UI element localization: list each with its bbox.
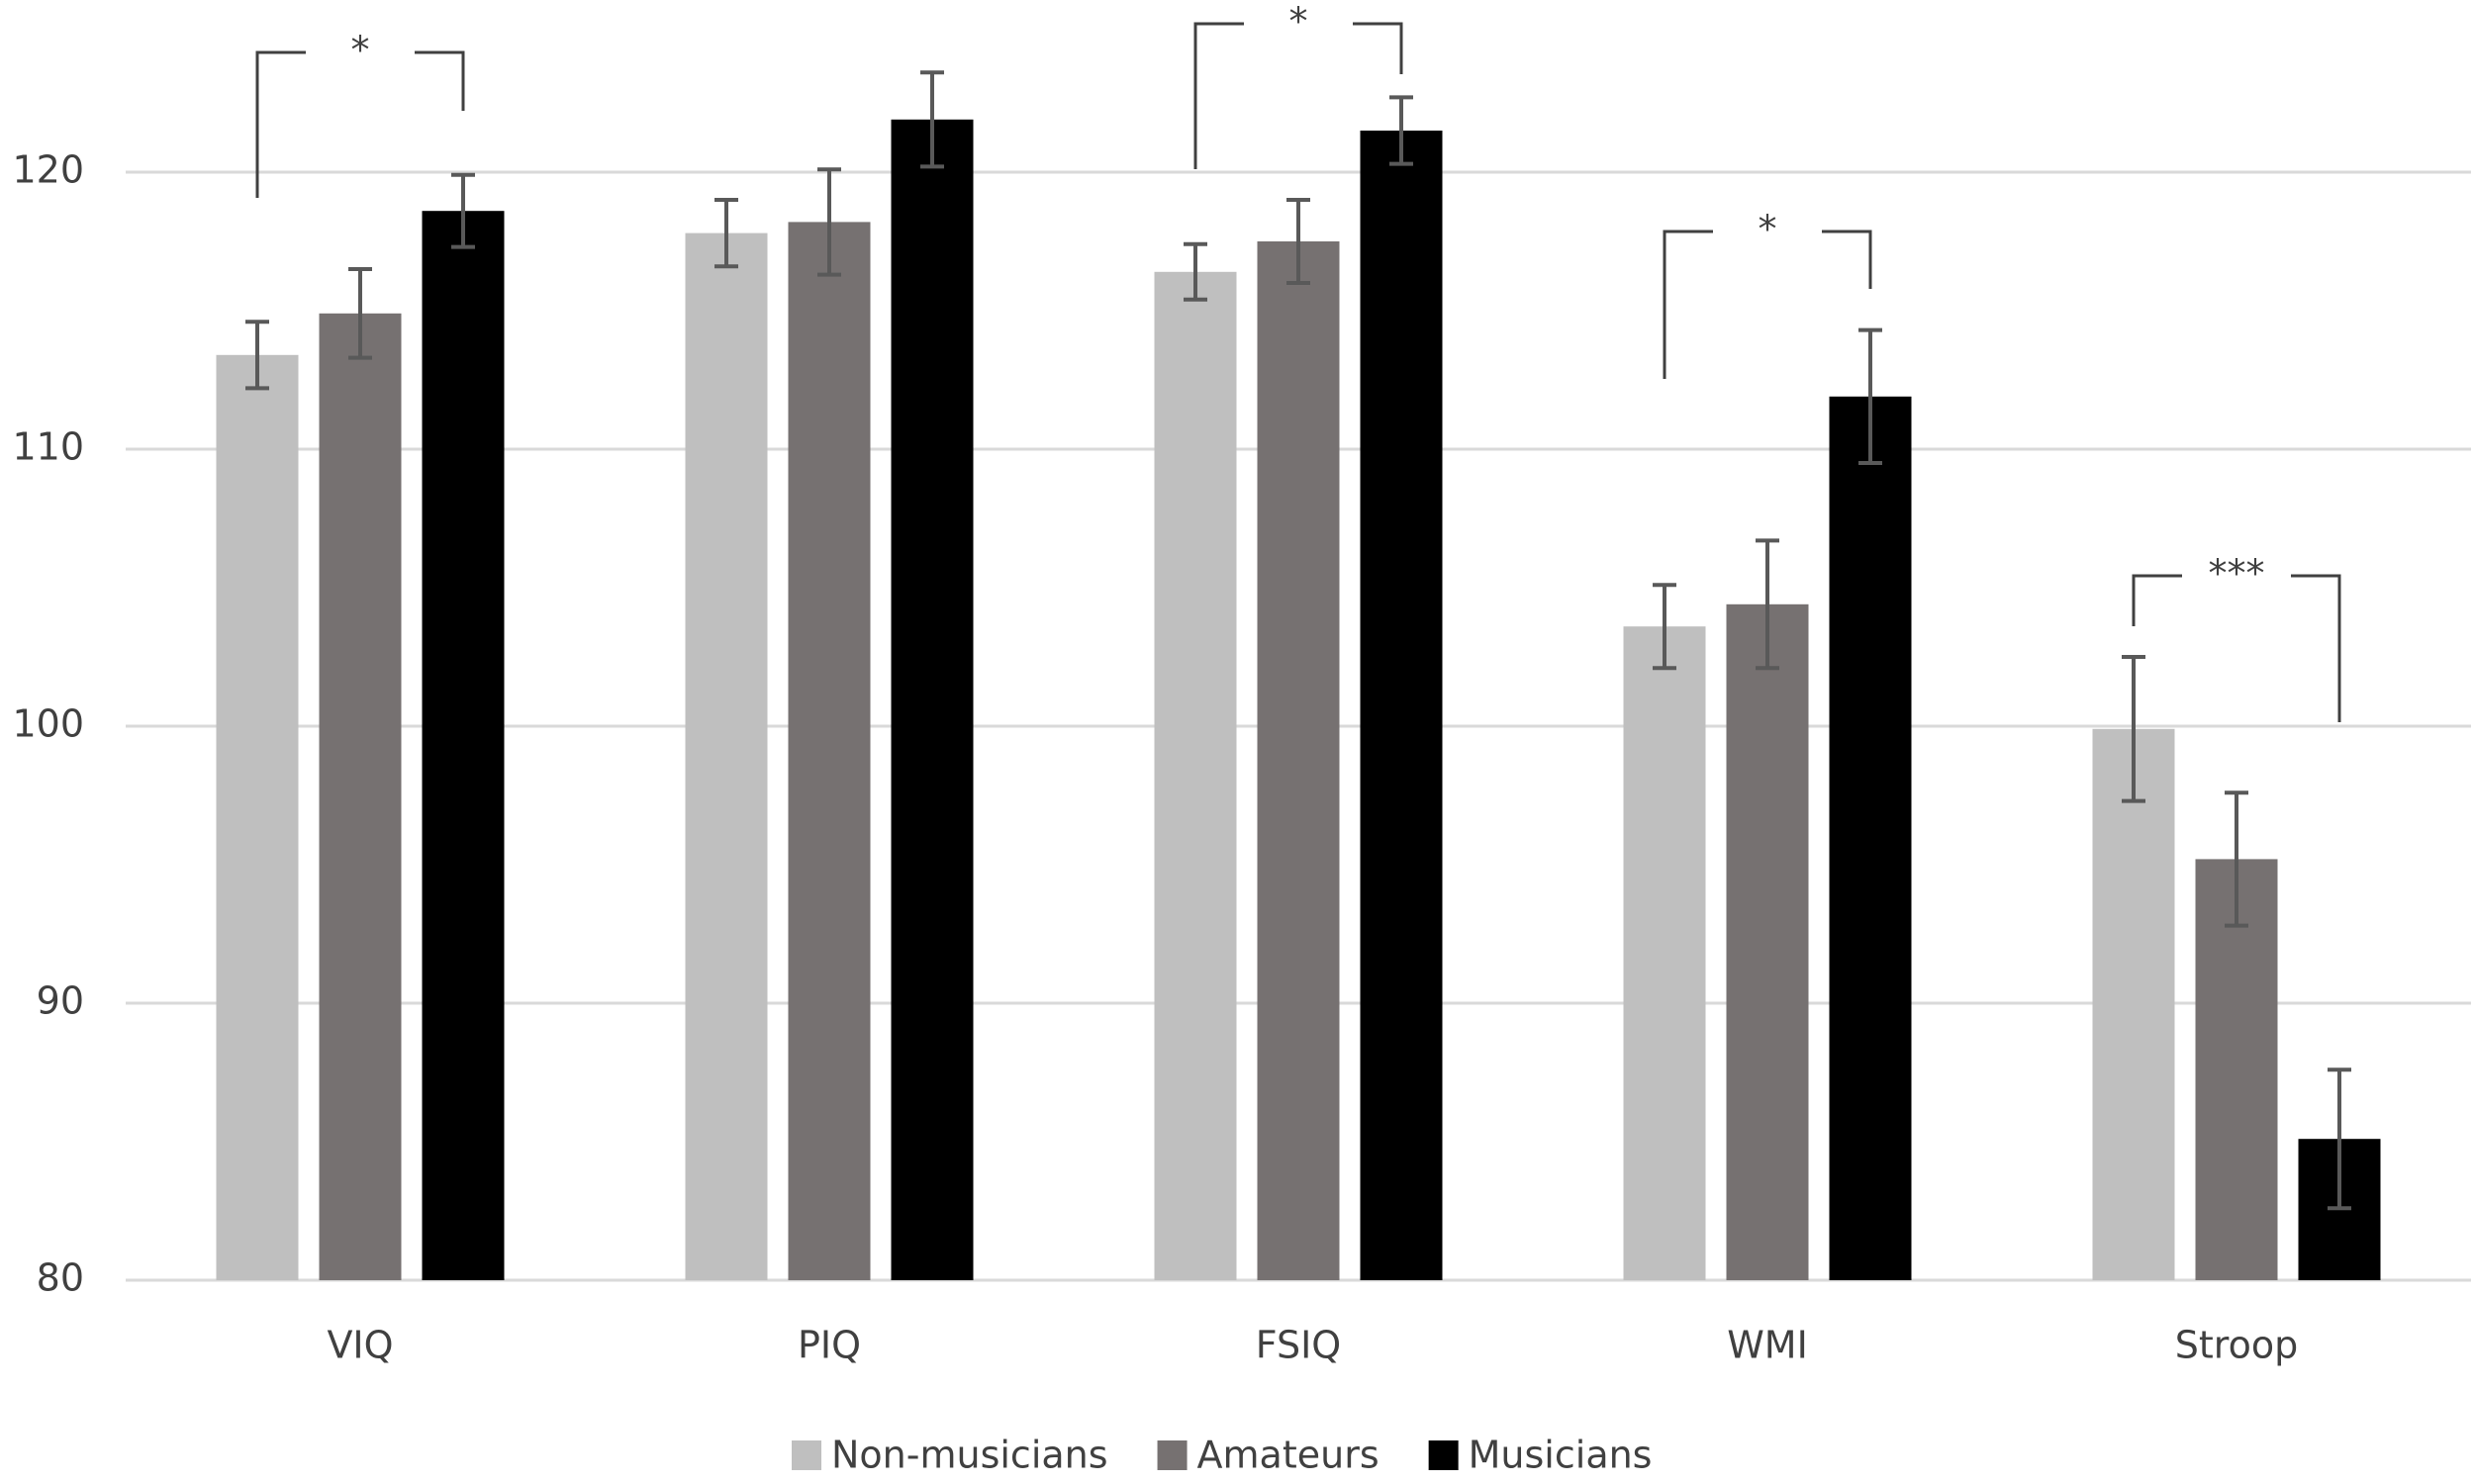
y-tick-label: 80	[37, 1256, 84, 1300]
bar	[1360, 131, 1443, 1280]
y-tick-label: 120	[12, 148, 84, 192]
legend-label: Amateurs	[1197, 1434, 1380, 1477]
legend-swatch	[792, 1440, 821, 1470]
bar	[1257, 241, 1340, 1280]
bar	[685, 232, 768, 1281]
y-tick-label: 90	[37, 979, 84, 1023]
bar	[2092, 728, 2175, 1280]
bar	[1726, 603, 1809, 1280]
significance-bracket	[1193, 22, 1403, 169]
significance-label: ***	[2209, 552, 2265, 596]
bar	[1623, 626, 1706, 1280]
bar	[1829, 396, 1912, 1280]
x-tick-label: WMI	[1727, 1324, 1808, 1367]
bar	[216, 354, 299, 1280]
x-tick-label: VIQ	[327, 1324, 393, 1367]
significance-label: *	[1759, 208, 1777, 251]
x-tick-label: FSIQ	[1256, 1324, 1341, 1367]
significance-bracket	[2132, 574, 2341, 722]
x-tick-label: PIQ	[798, 1324, 861, 1367]
bar	[319, 313, 402, 1280]
y-tick-label: 100	[12, 702, 84, 746]
bar	[891, 119, 974, 1280]
x-tick-label: Stroop	[2175, 1324, 2298, 1367]
significance-bracket	[1663, 230, 1872, 379]
bar	[422, 211, 505, 1281]
bar	[788, 222, 871, 1280]
y-tick-label: 110	[12, 425, 84, 469]
legend-label: Musicians	[1469, 1434, 1653, 1477]
bar	[2195, 859, 2278, 1280]
significance-label: *	[351, 29, 370, 72]
legend-label: Non-musicians	[831, 1434, 1108, 1477]
legend-swatch	[1428, 1440, 1459, 1470]
significance-label: *	[1289, 0, 1308, 44]
bar	[1154, 271, 1237, 1280]
significance-bracket	[255, 50, 465, 198]
legend-swatch	[1157, 1440, 1188, 1470]
